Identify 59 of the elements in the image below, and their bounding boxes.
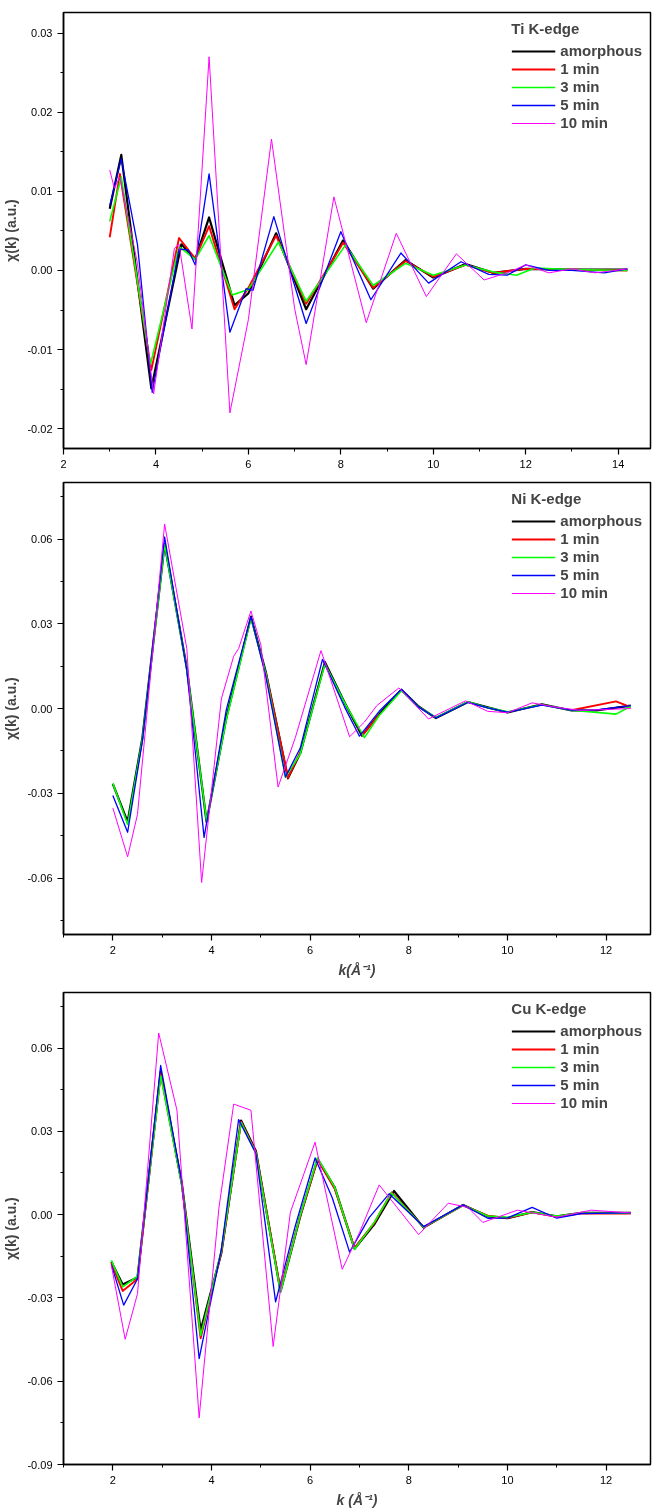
x-tick-label: 10 xyxy=(427,457,440,470)
legend-label: 10 min xyxy=(560,584,608,601)
legend-label: 1 min xyxy=(560,530,600,547)
y-tick-label: 0.03 xyxy=(31,617,53,630)
legend-title: Ni K-edge xyxy=(511,490,583,507)
y-tick-label: -0.01 xyxy=(27,343,53,356)
y-tick-label: 0.06 xyxy=(31,533,53,545)
legend-title: Ti K-edge xyxy=(511,20,581,37)
x-tick-label: 6 xyxy=(307,943,314,956)
y-tick-label: 0.00 xyxy=(31,702,53,715)
y-tick-label: 0.00 xyxy=(31,1208,53,1221)
x-tick-label: 12 xyxy=(519,457,532,470)
legend-label: 5 min xyxy=(560,1076,600,1093)
y-axis-title: χ(k) (a.u.) xyxy=(3,677,20,740)
x-tick-label: 4 xyxy=(208,943,215,956)
legend-label: amorphous xyxy=(560,512,642,529)
x-tick-label: 8 xyxy=(405,1473,412,1486)
legend-label: amorphous xyxy=(560,1022,642,1039)
x-axis-title: k (Å⁻¹) xyxy=(336,1491,378,1508)
x-tick-label: 4 xyxy=(152,457,160,470)
y-tick-label: -0.09 xyxy=(27,1458,53,1471)
x-tick-label: 10 xyxy=(501,943,514,956)
legend-label: 1 min xyxy=(560,1040,600,1057)
y-tick-label: 0.02 xyxy=(31,106,53,119)
legend-title: Cu K-edge xyxy=(511,1000,588,1017)
x-tick-label: 14 xyxy=(612,457,625,470)
y-tick-label: 0.06 xyxy=(31,1042,53,1055)
x-tick-label: 6 xyxy=(245,457,252,470)
legend-label: 3 min xyxy=(560,1058,600,1075)
legend-label: 5 min xyxy=(560,566,600,583)
legend-label: amorphous xyxy=(560,42,642,59)
y-tick-label: 0.00 xyxy=(31,264,53,277)
legend-label: 1 min xyxy=(560,60,600,77)
y-tick-label: 0.03 xyxy=(31,1125,53,1138)
y-axis-title: χ(k) (a.u.) xyxy=(3,1197,20,1260)
x-tick-label: 10 xyxy=(501,1473,514,1486)
legend-label: 10 min xyxy=(560,114,608,131)
x-tick-label: 4 xyxy=(208,1473,215,1486)
y-axis-title: χ(k) (a.u.) xyxy=(3,199,20,262)
x-tick-label: 2 xyxy=(109,1473,116,1486)
legend-label: 10 min xyxy=(560,1094,608,1111)
x-tick-label: 6 xyxy=(307,1473,314,1486)
x-axis-title: k(Å⁻¹) xyxy=(338,961,376,978)
x-tick-label: 2 xyxy=(109,943,116,956)
x-tick-label: 8 xyxy=(337,457,344,470)
y-tick-label: -0.03 xyxy=(27,787,53,800)
x-tick-label: 2 xyxy=(60,457,67,470)
x-tick-label: 12 xyxy=(599,943,613,956)
y-tick-label: 0.01 xyxy=(31,185,53,198)
y-tick-label: -0.06 xyxy=(27,872,53,884)
y-tick-label: -0.03 xyxy=(27,1291,53,1304)
y-tick-label: 0.03 xyxy=(31,27,53,40)
legend-label: 3 min xyxy=(560,78,600,95)
x-tick-label: 12 xyxy=(599,1473,613,1486)
y-tick-label: -0.02 xyxy=(27,422,53,435)
y-tick-label: -0.06 xyxy=(27,1375,53,1388)
legend-label: 5 min xyxy=(560,96,600,113)
x-tick-label: 8 xyxy=(405,943,412,956)
legend-label: 3 min xyxy=(560,548,600,565)
